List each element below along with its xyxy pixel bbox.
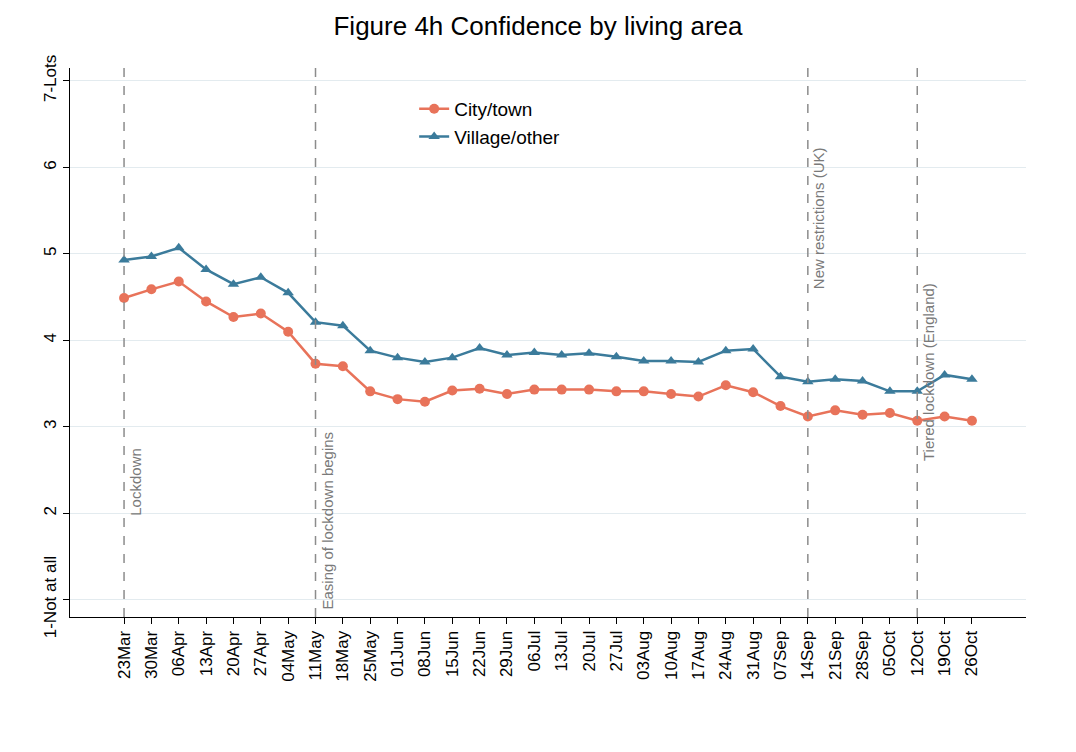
svg-text:Tiered lockdown (England): Tiered lockdown (England) bbox=[920, 283, 937, 461]
svg-text:11May: 11May bbox=[306, 630, 325, 680]
svg-text:04May: 04May bbox=[279, 630, 298, 682]
svg-text:4: 4 bbox=[41, 333, 60, 342]
svg-text:13Apr: 13Apr bbox=[197, 630, 216, 676]
svg-text:Village/other: Village/other bbox=[454, 127, 560, 148]
svg-text:30Mar: 30Mar bbox=[142, 630, 161, 679]
svg-text:Lockdown: Lockdown bbox=[127, 448, 144, 516]
svg-text:01Jun: 01Jun bbox=[388, 631, 407, 677]
svg-text:25May: 25May bbox=[361, 630, 380, 682]
svg-text:06Jul: 06Jul bbox=[525, 631, 544, 672]
svg-text:22Jun: 22Jun bbox=[470, 631, 489, 677]
svg-text:Easing of lockdown begins: Easing of lockdown begins bbox=[319, 432, 336, 610]
svg-text:City/town: City/town bbox=[454, 99, 532, 120]
svg-text:07Sep: 07Sep bbox=[771, 631, 790, 680]
svg-text:19Oct: 19Oct bbox=[935, 631, 954, 677]
svg-text:13Jul: 13Jul bbox=[552, 631, 571, 672]
svg-text:31Aug: 31Aug bbox=[744, 631, 763, 680]
svg-text:14Sep: 14Sep bbox=[798, 631, 817, 680]
svg-text:3: 3 bbox=[41, 420, 60, 429]
svg-text:18May: 18May bbox=[333, 630, 352, 682]
svg-text:New restrictions (UK): New restrictions (UK) bbox=[810, 148, 827, 290]
svg-text:24Aug: 24Aug bbox=[716, 631, 735, 680]
svg-text:17Aug: 17Aug bbox=[689, 631, 708, 680]
svg-text:03Aug: 03Aug bbox=[634, 631, 653, 680]
svg-text:1-Not at all: 1-Not at all bbox=[41, 556, 60, 638]
svg-text:20Apr: 20Apr bbox=[224, 630, 243, 676]
svg-text:12Oct: 12Oct bbox=[908, 631, 927, 677]
svg-text:06Apr: 06Apr bbox=[169, 630, 188, 676]
svg-text:6: 6 bbox=[41, 160, 60, 169]
svg-text:5: 5 bbox=[41, 247, 60, 256]
svg-text:21Sep: 21Sep bbox=[826, 631, 845, 680]
svg-text:27Apr: 27Apr bbox=[251, 630, 270, 676]
svg-text:05Oct: 05Oct bbox=[880, 631, 899, 677]
svg-text:29Jun: 29Jun bbox=[497, 631, 516, 677]
svg-text:08Jun: 08Jun bbox=[415, 631, 434, 677]
svg-text:15Jun: 15Jun bbox=[443, 631, 462, 677]
svg-text:26Oct: 26Oct bbox=[962, 631, 981, 677]
svg-text:28Sep: 28Sep bbox=[853, 631, 872, 680]
svg-text:27Jul: 27Jul bbox=[607, 631, 626, 672]
svg-text:23Mar: 23Mar bbox=[115, 630, 134, 679]
svg-text:7-Lots: 7-Lots bbox=[41, 55, 60, 102]
svg-text:20Jul: 20Jul bbox=[580, 631, 599, 672]
svg-text:2: 2 bbox=[41, 506, 60, 515]
svg-text:Figure 4h Confidence by living: Figure 4h Confidence by living area bbox=[333, 11, 743, 41]
svg-text:10Aug: 10Aug bbox=[662, 631, 681, 680]
